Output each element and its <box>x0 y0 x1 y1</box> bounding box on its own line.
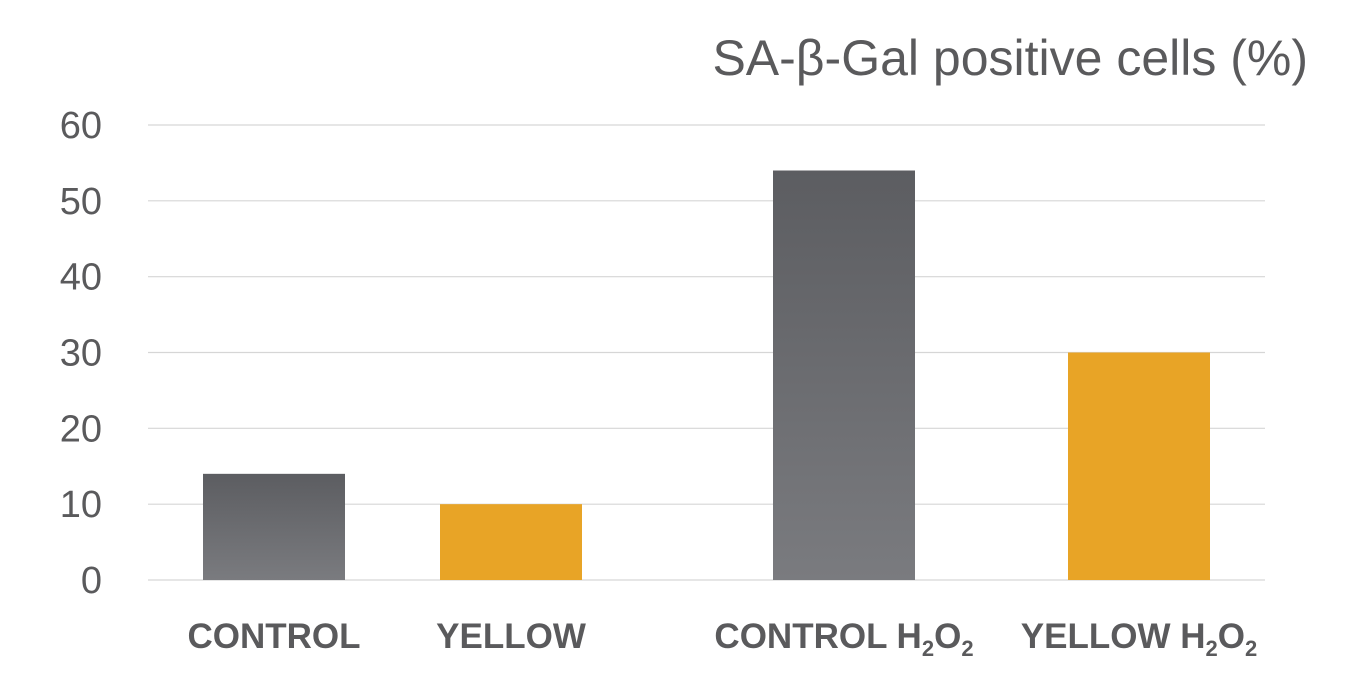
category-label-text: YELLOW <box>436 617 586 656</box>
y-tick-label: 0 <box>81 560 102 602</box>
subscript: 2 <box>1245 636 1257 661</box>
y-tick-label: 60 <box>60 105 102 147</box>
bar-yellow-h2o2 <box>1068 352 1210 580</box>
category-label-text: CONTROL <box>187 617 360 656</box>
subscript: 2 <box>961 636 973 661</box>
category-label: CONTROL H2O2 <box>714 617 973 661</box>
bar-yellow <box>440 504 582 580</box>
bars <box>203 170 1210 580</box>
subscript: 2 <box>922 636 934 661</box>
y-tick-label: 30 <box>60 333 102 375</box>
subscript: 2 <box>1205 636 1217 661</box>
category-labels: CONTROL YELLOW CONTROL H2O2 YELLOW H2O2 <box>187 617 1257 661</box>
bar-control <box>203 473 345 580</box>
y-tick-label: 40 <box>60 257 102 299</box>
category-label-text: O <box>934 617 961 656</box>
y-axis-ticks: 0 10 20 30 40 50 60 <box>60 105 102 602</box>
category-label-text: O <box>1218 617 1245 656</box>
y-tick-label: 10 <box>60 484 102 526</box>
category-label: CONTROL <box>187 617 360 656</box>
y-tick-label: 50 <box>60 181 102 223</box>
category-label: YELLOW <box>436 617 586 656</box>
bar-control-h2o2 <box>773 170 915 580</box>
category-label-text: CONTROL H <box>714 617 921 656</box>
category-label-text: YELLOW H <box>1021 617 1206 656</box>
chart-title: SA-β-Gal positive cells (%) <box>712 30 1308 86</box>
y-tick-label: 20 <box>60 408 102 450</box>
category-label: YELLOW H2O2 <box>1021 617 1257 661</box>
